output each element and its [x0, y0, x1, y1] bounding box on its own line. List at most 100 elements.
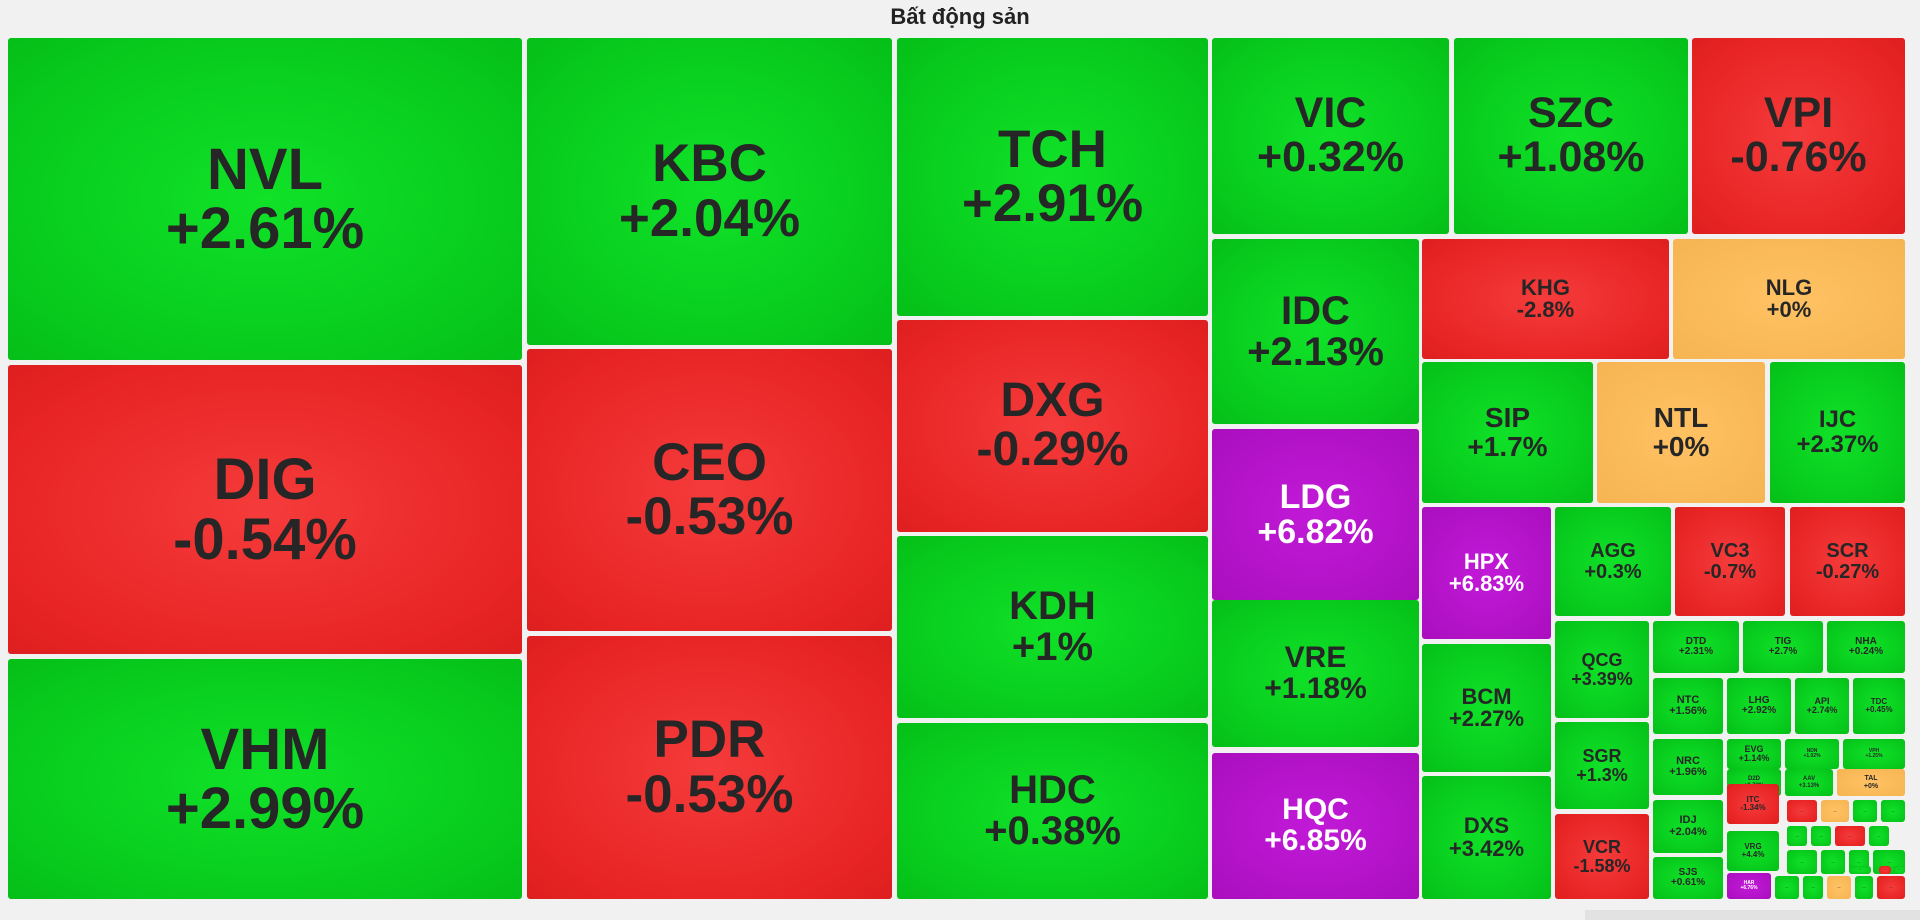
- tile-symbol: HDC: [1009, 768, 1096, 813]
- tile-vcr[interactable]: VCR -1.58%: [1555, 814, 1649, 899]
- tile-tig[interactable]: TIG +2.7%: [1743, 621, 1823, 673]
- tile-dtd[interactable]: DTD +2.31%: [1653, 621, 1739, 673]
- tile-change: +2.74%: [1806, 705, 1838, 715]
- tile-minor-55[interactable]: ...: [1811, 826, 1831, 846]
- tile-symbol: NLG: [1765, 274, 1813, 300]
- tile-change: +6.83%: [1448, 571, 1525, 596]
- tile-change: -0.7%: [1703, 560, 1757, 583]
- tile-symbol: D2D: [1747, 776, 1760, 783]
- tile-change: -0.76%: [1730, 133, 1867, 181]
- tile-sjs[interactable]: SJS +0.61%: [1653, 857, 1723, 899]
- tile-nha[interactable]: NHA +0.24%: [1827, 621, 1905, 673]
- tile-szc[interactable]: SZC +1.08%: [1454, 38, 1688, 234]
- tile-aav[interactable]: AAV +3.13%: [1785, 769, 1833, 796]
- tile-ndn[interactable]: NDN +1.02%: [1785, 739, 1839, 769]
- tile-minor-62[interactable]: ...: [1775, 876, 1799, 899]
- tile-change: ...: [1891, 807, 1895, 813]
- tile-symbol: LHG: [1748, 694, 1770, 706]
- tile-minor-66[interactable]: ...: [1877, 876, 1905, 899]
- tile-vhm[interactable]: VHM +2.99%: [8, 659, 522, 899]
- tile-change: +1.18%: [1264, 671, 1367, 705]
- tile-hdc[interactable]: HDC +0.38%: [897, 723, 1208, 899]
- tile-minor-67[interactable]: ...: [1849, 866, 1871, 874]
- tile-khg[interactable]: KHG -2.8%: [1422, 239, 1669, 359]
- tile-idc[interactable]: IDC +2.13%: [1212, 239, 1419, 424]
- tile-pdr[interactable]: PDR -0.53%: [527, 636, 892, 899]
- tile-symbol: TIG: [1774, 635, 1792, 647]
- tile-ntl[interactable]: NTL +0%: [1597, 362, 1765, 503]
- tile-dig[interactable]: DIG -0.54%: [8, 365, 522, 654]
- tile-tch[interactable]: TCH +2.91%: [897, 38, 1208, 316]
- tile-minor-56[interactable]: ...: [1835, 826, 1865, 846]
- tile-minor-64[interactable]: ...: [1827, 876, 1851, 899]
- tile-symbol: TDC: [1870, 696, 1888, 706]
- tile-minor-59[interactable]: ...: [1821, 850, 1845, 874]
- tile-qcg[interactable]: QCG +3.39%: [1555, 621, 1649, 718]
- tile-change: +2.91%: [961, 174, 1144, 233]
- tile-change: -2.8%: [1516, 297, 1575, 322]
- tile-hpx[interactable]: HPX +6.83%: [1422, 507, 1551, 639]
- tile-minor-65[interactable]: ...: [1855, 876, 1873, 899]
- tile-minor-51[interactable]: ...: [1821, 800, 1849, 822]
- tile-minor-52[interactable]: ...: [1853, 800, 1877, 822]
- tile-vpi[interactable]: VPI -0.76%: [1692, 38, 1905, 234]
- tile-symbol: TCH: [998, 119, 1107, 179]
- tile-symbol: NVL: [207, 136, 323, 202]
- tile-change: +0.61%: [1670, 877, 1706, 888]
- tile-minor-68[interactable]: ...: [1893, 866, 1905, 874]
- tile-kbc[interactable]: KBC +2.04%: [527, 38, 892, 345]
- tile-agg[interactable]: AGG +0.3%: [1555, 507, 1671, 616]
- tile-symbol: VC3: [1710, 540, 1750, 563]
- tile-symbol: NDN: [1806, 747, 1818, 754]
- tile-symbol: KDH: [1009, 584, 1096, 629]
- tile-bcm[interactable]: BCM +2.27%: [1422, 644, 1551, 772]
- tile-tdc[interactable]: TDC +0.45%: [1853, 678, 1905, 734]
- tile-symbol: EVG: [1744, 743, 1764, 754]
- tile-vrg[interactable]: VRG +4.4%: [1727, 831, 1779, 871]
- tile-vre[interactable]: VRE +1.18%: [1212, 600, 1419, 747]
- tile-tal[interactable]: TAL +0%: [1837, 769, 1905, 796]
- tile-har[interactable]: HAR +6.76%: [1727, 873, 1771, 899]
- tile-minor-69[interactable]: ...: [1879, 866, 1891, 874]
- tile-change: +0%: [1652, 430, 1710, 462]
- tile-scr[interactable]: SCR -0.27%: [1790, 507, 1905, 616]
- tile-vph[interactable]: VPH +1.25%: [1843, 739, 1905, 769]
- tile-ceo[interactable]: CEO -0.53%: [527, 349, 892, 631]
- tile-itc[interactable]: ITC -1.34%: [1727, 784, 1779, 824]
- tile-change: ...: [1831, 858, 1835, 864]
- tile-minor-53[interactable]: ...: [1881, 800, 1905, 822]
- tile-change: +1.02%: [1803, 753, 1821, 759]
- tile-nvl[interactable]: NVL +2.61%: [8, 38, 522, 360]
- tile-change: +1.3%: [1576, 764, 1628, 785]
- tile-sgr[interactable]: SGR +1.3%: [1555, 722, 1649, 809]
- tile-evg[interactable]: EVG +1.14%: [1727, 739, 1781, 769]
- tile-dxg[interactable]: DXG -0.29%: [897, 320, 1208, 532]
- tile-symbol: API: [1814, 695, 1830, 706]
- tile-change: +1.08%: [1497, 133, 1645, 181]
- tile-nlg[interactable]: NLG +0%: [1673, 239, 1905, 359]
- tile-minor-58[interactable]: ...: [1787, 850, 1817, 874]
- tile-sip[interactable]: SIP +1.7%: [1422, 362, 1593, 503]
- tile-kdh[interactable]: KDH +1%: [897, 536, 1208, 718]
- tile-idj[interactable]: IDJ +2.04%: [1653, 800, 1723, 853]
- tile-change: +1.96%: [1669, 766, 1707, 778]
- tile-vc3[interactable]: VC3 -0.7%: [1675, 507, 1785, 616]
- tile-ijc[interactable]: IJC +2.37%: [1770, 362, 1905, 503]
- tile-symbol: AAV: [1802, 776, 1816, 783]
- tile-ldg[interactable]: LDG +6.82%: [1212, 429, 1419, 600]
- tile-change: +4.4%: [1741, 850, 1765, 859]
- tile-change: ...: [1863, 807, 1867, 813]
- tile-vic[interactable]: VIC +0.32%: [1212, 38, 1449, 234]
- tile-minor-63[interactable]: ...: [1803, 876, 1823, 899]
- tile-dxs[interactable]: DXS +3.42%: [1422, 776, 1551, 899]
- tile-lhg[interactable]: LHG +2.92%: [1727, 678, 1791, 734]
- tile-minor-50[interactable]: ...: [1787, 800, 1817, 822]
- tile-api[interactable]: API +2.74%: [1795, 678, 1849, 734]
- tile-hqc[interactable]: HQC +6.85%: [1212, 753, 1419, 899]
- tile-ntc[interactable]: NTC +1.56%: [1653, 678, 1723, 734]
- tile-minor-54[interactable]: ...: [1787, 826, 1807, 846]
- tile-nrc[interactable]: NRC +1.96%: [1653, 739, 1723, 795]
- tile-minor-57[interactable]: ...: [1869, 826, 1889, 846]
- tile-symbol: NHA: [1855, 635, 1877, 647]
- tile-change: -0.27%: [1815, 560, 1880, 583]
